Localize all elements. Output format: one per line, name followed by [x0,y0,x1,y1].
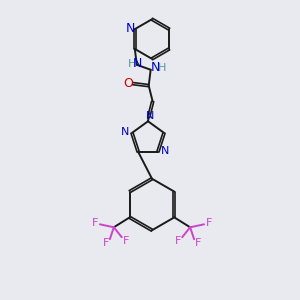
Text: F: F [206,218,212,228]
Text: H: H [128,59,136,69]
Text: N: N [126,22,136,34]
Text: H: H [158,63,166,73]
Text: O: O [123,77,133,90]
Text: F: F [175,236,182,246]
Text: N: N [146,111,154,121]
Text: F: F [92,218,98,228]
Text: F: F [103,238,109,248]
Text: N: N [121,127,129,137]
Text: F: F [195,238,201,248]
Text: N: N [133,57,142,70]
Text: N: N [151,61,160,74]
Text: N: N [161,146,169,156]
Text: F: F [122,236,129,246]
